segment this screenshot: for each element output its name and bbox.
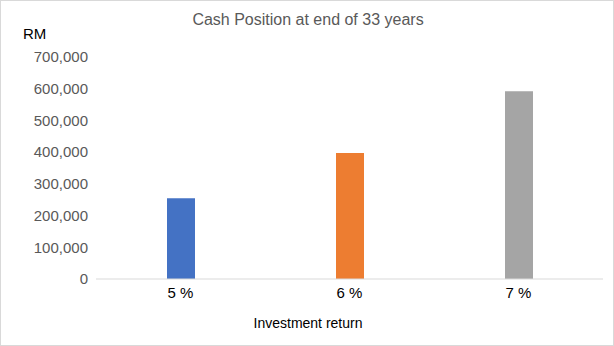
svg-text:7 %: 7 %	[506, 284, 532, 301]
html-text:RM: RM	[23, 25, 47, 42]
svg-text:200,000: 200,000	[34, 207, 88, 224]
svg-text:300,000: 300,000	[34, 175, 88, 192]
html-text:Investment return: Investment return	[253, 315, 363, 331]
svg-text:5 %: 5 %	[168, 284, 194, 301]
svg-text:100,000: 100,000	[34, 239, 88, 256]
svg-text:400,000: 400,000	[34, 143, 88, 160]
svg-text:6 %: 6 %	[337, 284, 363, 301]
svg-text:0: 0	[80, 270, 88, 287]
svg-text:600,000: 600,000	[34, 80, 88, 97]
html-text:Cash Position at end of 33 yea: Cash Position at end of 33 years	[192, 11, 424, 28]
svg-text:700,000: 700,000	[34, 48, 88, 65]
svg-text:500,000: 500,000	[34, 112, 88, 129]
